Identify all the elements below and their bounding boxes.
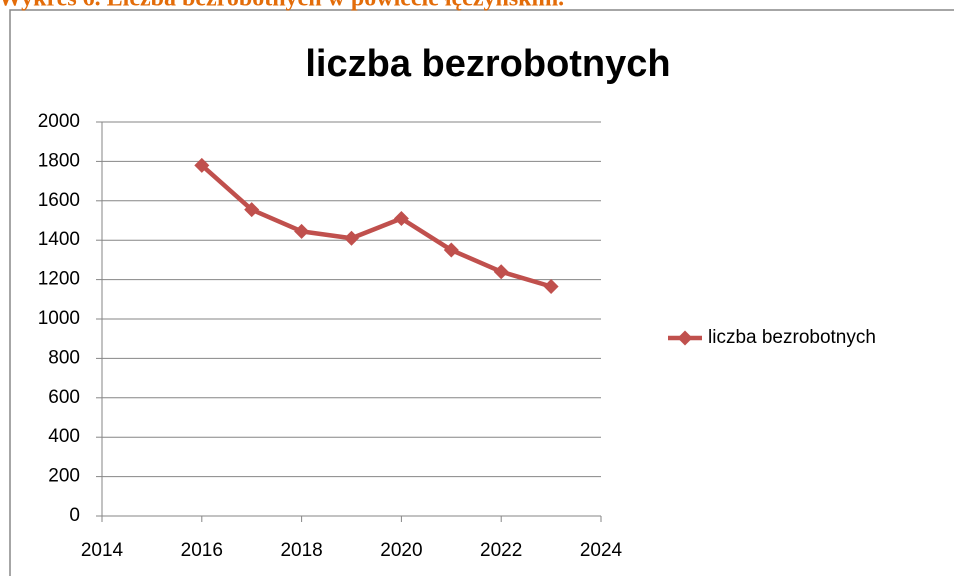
marker	[443, 242, 459, 258]
marker	[194, 157, 210, 173]
caption: Wykres 6. Liczba bezrobotnych w powiecie…	[0, 0, 564, 12]
x-tick-label: 2014	[81, 540, 124, 561]
y-tick-label: 1000	[38, 308, 80, 329]
y-tick-label: 1200	[38, 269, 80, 290]
chart-title: liczba bezrobotnych	[305, 43, 670, 85]
y-tick-label: 1600	[38, 190, 80, 211]
x-tick-label: 2018	[280, 540, 322, 561]
marker	[493, 264, 509, 280]
x-tick-label: 2020	[380, 540, 422, 561]
y-tick-label: 800	[48, 347, 80, 368]
legend-marker	[677, 330, 693, 346]
x-tick-label: 2024	[580, 540, 623, 561]
y-tick-label: 0	[69, 505, 80, 526]
marker	[294, 223, 310, 239]
marker	[393, 211, 409, 227]
chart-frame	[9, 9, 954, 576]
x-tick-label: 2022	[480, 540, 522, 561]
y-tick-label: 200	[48, 466, 80, 487]
y-tick-label: 2000	[38, 111, 80, 132]
marker	[344, 230, 359, 246]
y-tick-label: 1800	[38, 150, 80, 171]
marker	[244, 202, 260, 218]
legend-label: liczba bezrobotnych	[708, 327, 876, 348]
y-tick-label: 400	[48, 426, 80, 447]
y-tick-label: 1400	[38, 229, 80, 250]
marker	[543, 278, 559, 294]
y-tick-label: 600	[48, 387, 80, 408]
series-line	[200, 163, 552, 289]
x-tick-label: 2016	[181, 540, 223, 561]
